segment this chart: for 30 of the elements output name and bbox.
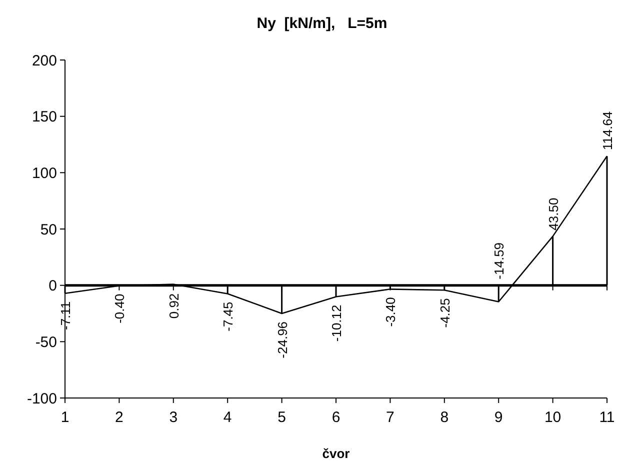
x-tick-label: 10 <box>544 409 562 426</box>
data-label: -0.40 <box>112 294 128 324</box>
data-label: -4.25 <box>437 298 452 328</box>
data-label: -10.12 <box>329 304 344 342</box>
x-tick-label: 6 <box>332 409 340 426</box>
data-label: 0.92 <box>166 293 182 319</box>
chart-title: Ny [kN/m], L=5m <box>256 15 388 32</box>
data-label: -7.45 <box>220 302 236 332</box>
y-tick-label: -50 <box>35 334 57 351</box>
data-label: 43.50 <box>546 198 561 230</box>
data-label: -24.96 <box>274 321 290 358</box>
data-label: 114.64 <box>600 111 615 150</box>
y-tick-label: 50 <box>40 221 57 238</box>
x-tick-label: 11 <box>599 409 615 426</box>
x-tick-label: 5 <box>278 409 286 426</box>
x-tick-label: 3 <box>169 409 178 426</box>
y-tick-label: -100 <box>26 390 57 408</box>
y-tick-label: 150 <box>32 108 57 126</box>
x-tick-label: 8 <box>440 409 449 426</box>
y-tick-label: 200 <box>32 52 57 70</box>
x-tick-label: 9 <box>494 409 503 426</box>
y-tick-label: 0 <box>48 278 57 295</box>
y-tick-label: 100 <box>32 164 57 182</box>
x-tick-label: 1 <box>60 409 70 426</box>
x-tick-label: 4 <box>223 409 232 426</box>
data-label: -3.40 <box>383 297 398 327</box>
data-label: -14.59 <box>492 242 507 280</box>
x-axis-title: čvor <box>322 446 350 461</box>
x-tick-label: 7 <box>386 409 394 426</box>
x-tick-label: 2 <box>115 409 124 426</box>
